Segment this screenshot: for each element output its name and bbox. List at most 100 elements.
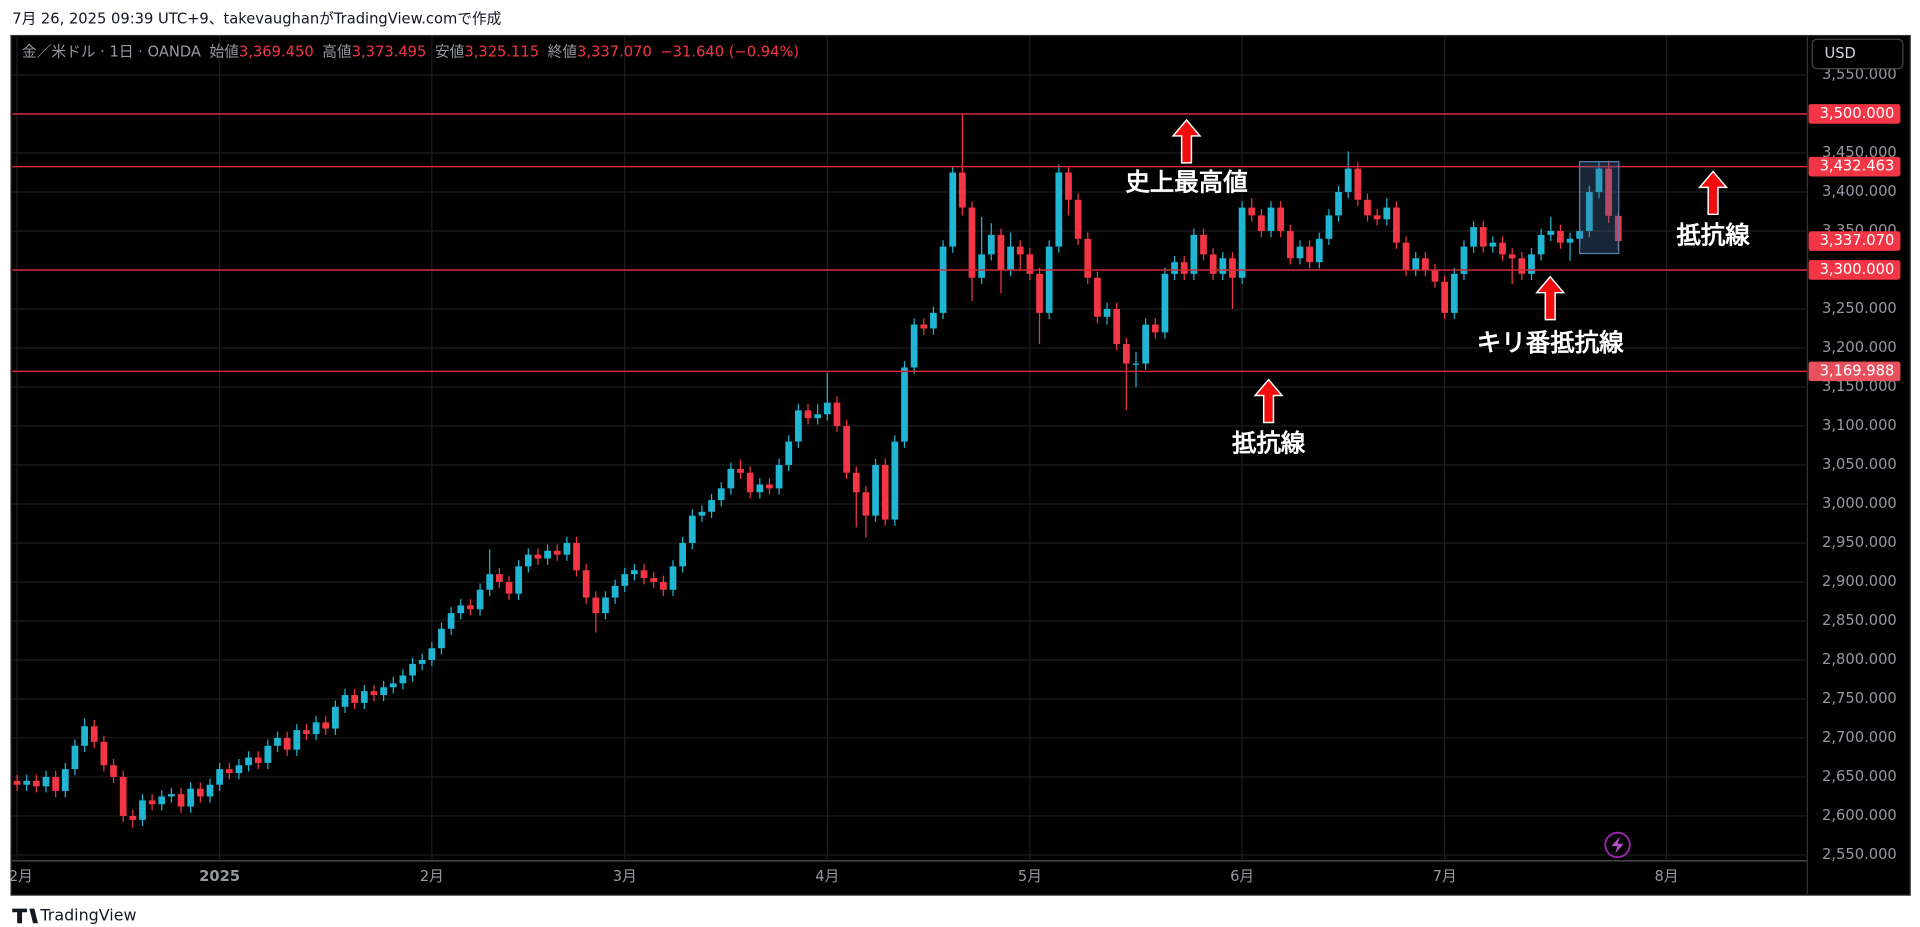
candle-body xyxy=(1460,246,1468,274)
candle-body xyxy=(283,737,291,750)
candle-body xyxy=(1055,172,1063,247)
candle-body xyxy=(225,769,233,774)
candle-body xyxy=(1113,308,1121,345)
candle-body xyxy=(293,730,301,750)
candle-body xyxy=(795,410,802,442)
candle-body xyxy=(650,578,658,582)
legend-label: 安値 xyxy=(435,44,465,61)
candle-body xyxy=(495,574,503,582)
annotation-text: 史上最高値 xyxy=(1125,168,1247,197)
candle-body xyxy=(42,776,50,787)
candle-body xyxy=(978,254,986,278)
candle-body xyxy=(90,726,98,742)
candle-body xyxy=(1209,254,1217,274)
candle-body xyxy=(746,472,754,493)
candle-body xyxy=(187,788,195,807)
y-tick-label: 2,900.000 xyxy=(1822,573,1897,590)
candle-body xyxy=(1258,215,1265,231)
axes: 2,550.000 2,600.000 2,650.000 2,700.000 2,75… xyxy=(9,66,1901,885)
candle-body xyxy=(370,691,378,696)
legend-value: 3,373.495 xyxy=(352,44,427,61)
legend: 金／米ドル · 1日 · OANDA 始値3,369.450 高値3,373.495… xyxy=(22,44,799,61)
candle-body xyxy=(332,706,339,729)
candle-body xyxy=(341,695,349,707)
arrow xyxy=(1535,275,1566,321)
candle-body xyxy=(1094,277,1101,317)
legend-label: 高値 xyxy=(322,44,352,61)
candle-body xyxy=(1547,230,1555,235)
candle-body xyxy=(631,570,638,575)
candle-body xyxy=(1566,238,1574,243)
candle-body xyxy=(949,172,957,247)
candle-body xyxy=(708,500,715,512)
highlight-box xyxy=(1578,161,1620,255)
candle-body xyxy=(1161,273,1169,333)
candle-body xyxy=(804,410,812,419)
candle-body xyxy=(582,570,590,598)
y-tick-label: 2,950.000 xyxy=(1822,534,1897,551)
candle-body xyxy=(1412,258,1420,270)
candle-body xyxy=(1595,168,1603,192)
candle-body xyxy=(534,554,542,559)
candle-body xyxy=(476,589,484,610)
candle-body xyxy=(573,542,580,571)
candle-body xyxy=(1344,168,1352,192)
candle-body xyxy=(958,172,966,208)
candle-body xyxy=(987,234,995,255)
candle-body xyxy=(698,511,706,516)
candle-body xyxy=(1065,172,1072,200)
candle-body xyxy=(389,683,397,688)
candle-body xyxy=(505,581,513,594)
candle-body xyxy=(544,550,551,559)
candle-body xyxy=(1508,254,1516,259)
candle-body xyxy=(447,613,455,629)
candle-body xyxy=(640,570,648,579)
candle-body xyxy=(312,722,320,735)
candle-body xyxy=(1306,246,1313,263)
x-tick-label: 6月 xyxy=(1230,868,1254,885)
y-tick-label: 3,200.000 xyxy=(1822,339,1897,356)
candle-body xyxy=(13,780,21,785)
candle-body xyxy=(32,780,40,787)
x-tick-label: 2月 xyxy=(9,868,33,885)
arrow xyxy=(1253,378,1284,424)
legend-change: −31.640 (−0.94%) xyxy=(660,44,799,61)
candle-body xyxy=(901,367,908,442)
candle-body xyxy=(1489,242,1497,247)
candle-body xyxy=(351,695,359,703)
candle-body xyxy=(524,554,532,567)
x-tick-label: 7月 xyxy=(1433,868,1457,885)
candle-body xyxy=(1277,207,1285,231)
candle-body xyxy=(1364,199,1371,216)
candle-body xyxy=(679,542,687,567)
candle-body xyxy=(129,815,137,820)
candle-body xyxy=(843,425,850,473)
candle-body xyxy=(467,605,474,610)
candle-body xyxy=(1026,254,1034,274)
candle-body xyxy=(881,464,889,520)
last-price-box xyxy=(1808,231,1901,251)
candle-body xyxy=(360,691,368,703)
candle-body xyxy=(245,757,252,766)
candle-body xyxy=(823,402,831,415)
x-tick-label: 3月 xyxy=(613,868,637,885)
candle-body xyxy=(1441,281,1449,313)
y-tick-label: 3,000.000 xyxy=(1822,495,1897,512)
candle-body xyxy=(100,741,108,766)
candle-body xyxy=(235,765,243,774)
x-tick-label: 8月 xyxy=(1654,868,1678,885)
candle-body xyxy=(1084,238,1092,278)
currency-box[interactable] xyxy=(1811,38,1904,70)
candle-body xyxy=(119,776,127,816)
legend-value: 3,369.450 xyxy=(239,44,314,61)
price-label-box xyxy=(1808,361,1901,382)
alert-icon[interactable] xyxy=(1604,831,1631,859)
currency[interactable]: USD xyxy=(1824,45,1855,62)
price-label: 3,169.988 xyxy=(1820,362,1895,379)
candle-body xyxy=(409,663,416,676)
y-tick-label: 2,700.000 xyxy=(1822,729,1897,746)
brand: TradingView xyxy=(39,905,136,924)
y-tick-label: 2,600.000 xyxy=(1822,807,1897,824)
candle-body xyxy=(756,484,764,493)
annotation-text: 抵抗線 xyxy=(1232,429,1306,458)
